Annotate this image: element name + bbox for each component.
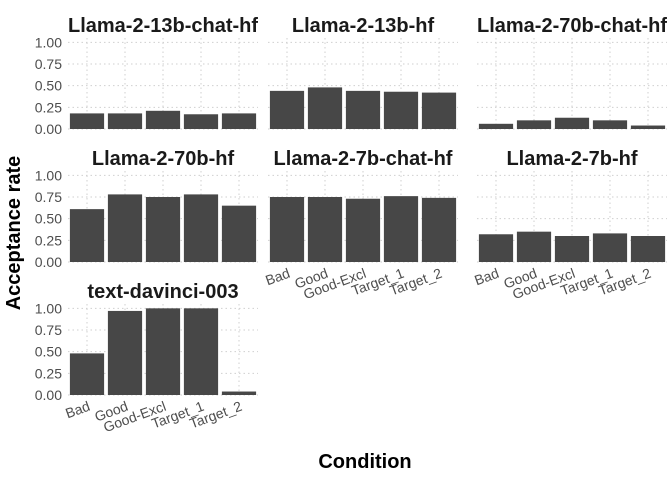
bar-good bbox=[307, 197, 343, 262]
y-tick-label: 0.00 bbox=[35, 121, 62, 137]
bar-good bbox=[107, 113, 143, 129]
panel-title: text-davinci-003 bbox=[87, 281, 238, 303]
x-tick-label: Bad bbox=[63, 398, 92, 422]
y-tick-label: 0.75 bbox=[35, 322, 62, 338]
y-tick-label: 1.00 bbox=[35, 34, 62, 50]
bar-target-1 bbox=[383, 196, 419, 262]
bar-target-1 bbox=[592, 120, 628, 129]
panel-title: Llama-2-13b-hf bbox=[292, 15, 435, 37]
bar-target-1 bbox=[183, 114, 219, 129]
y-tick-label: 0.50 bbox=[35, 211, 62, 227]
y-tick-label: 0.50 bbox=[35, 344, 62, 360]
bar-target-2 bbox=[221, 113, 257, 129]
bar-target-1 bbox=[592, 233, 628, 262]
y-tick-label: 0.75 bbox=[35, 56, 62, 72]
facet-panel: Llama-2-13b-chat-hf 0.00 0.25 0.50 0.75 1.00 bbox=[35, 15, 258, 137]
y-tick-label: 0.25 bbox=[35, 365, 62, 381]
y-axis-title: Acceptance rate bbox=[3, 156, 25, 311]
bar-target-2 bbox=[630, 125, 666, 129]
bar-good-excl bbox=[345, 90, 381, 129]
y-tick-label: 0.00 bbox=[35, 387, 62, 403]
y-tick-label: 0.25 bbox=[35, 99, 62, 115]
bar-target-2 bbox=[221, 205, 257, 262]
bar-good-excl bbox=[145, 197, 181, 262]
bar-good bbox=[307, 87, 343, 129]
bar-good-excl bbox=[145, 110, 181, 129]
bar-bad bbox=[269, 90, 305, 129]
bar-good-excl bbox=[554, 117, 590, 129]
y-tick-label: 0.75 bbox=[35, 189, 62, 205]
bar-bad bbox=[478, 234, 514, 262]
bar-bad bbox=[69, 353, 105, 395]
bar-good bbox=[107, 194, 143, 262]
panel-title: Llama-2-70b-hf bbox=[92, 148, 235, 170]
facet-panel: Llama-2-13b-hf bbox=[268, 15, 458, 130]
panels-layer: Llama-2-13b-chat-hf0.000.250.500.751.00L… bbox=[35, 15, 667, 435]
panel-title: Llama-2-7b-hf bbox=[506, 148, 637, 170]
bar-target-1 bbox=[183, 194, 219, 262]
y-tick-label: 0.00 bbox=[35, 254, 62, 270]
y-tick-label: 1.00 bbox=[35, 167, 62, 183]
x-tick-label: Bad bbox=[472, 265, 501, 289]
facet-panel: Llama-2-70b-hf 0.00 0.25 0.50 0.75 1.00 bbox=[35, 148, 258, 270]
panel-title: Llama-2-13b-chat-hf bbox=[68, 15, 258, 37]
bar-good-excl bbox=[345, 198, 381, 262]
bar-good bbox=[516, 120, 552, 129]
bar-target-1 bbox=[383, 91, 419, 129]
bar-target-2 bbox=[630, 236, 666, 262]
x-axis-title: Condition bbox=[318, 451, 411, 473]
y-tick-label: 1.00 bbox=[35, 300, 62, 316]
bar-good bbox=[107, 310, 143, 395]
y-tick-label: 0.50 bbox=[35, 78, 62, 94]
panel-title: Llama-2-7b-chat-hf bbox=[274, 148, 453, 170]
bar-target-1 bbox=[183, 308, 219, 395]
bar-target-2 bbox=[421, 197, 457, 262]
y-tick-label: 0.25 bbox=[35, 232, 62, 248]
x-tick-label: Bad bbox=[263, 265, 292, 289]
bar-target-2 bbox=[221, 391, 257, 395]
bar-bad bbox=[69, 209, 105, 262]
bar-bad bbox=[269, 197, 305, 262]
bar-bad bbox=[69, 113, 105, 129]
bar-good-excl bbox=[554, 236, 590, 262]
bar-good-excl bbox=[145, 308, 181, 395]
bar-good bbox=[516, 231, 552, 262]
panel-title: Llama-2-70b-chat-hf bbox=[477, 15, 667, 37]
bar-target-2 bbox=[421, 92, 457, 129]
bar-bad bbox=[478, 123, 514, 129]
facet-panel: Llama-2-70b-chat-hf bbox=[477, 15, 667, 130]
